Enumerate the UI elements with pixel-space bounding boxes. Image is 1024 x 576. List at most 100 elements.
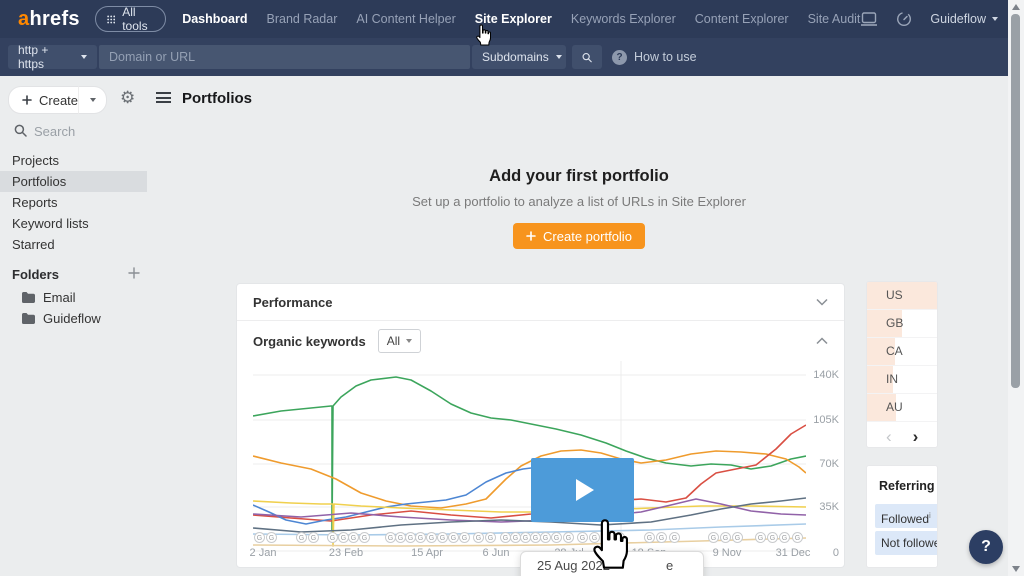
google-update-badge[interactable]: G bbox=[601, 532, 612, 543]
countries-card: US GB CA IN AU ‹ › bbox=[866, 281, 938, 448]
google-update-badge[interactable]: G bbox=[577, 532, 588, 543]
google-update-badge[interactable]: G bbox=[437, 532, 448, 543]
nav-item-dashboard[interactable]: Dashboard bbox=[182, 12, 248, 26]
country-row-us[interactable]: US bbox=[867, 282, 937, 310]
protocol-dropdown[interactable]: http + https bbox=[8, 43, 97, 71]
menu-icon[interactable] bbox=[156, 92, 171, 103]
keywords-filter-dropdown[interactable]: All bbox=[377, 329, 422, 353]
google-update-badge[interactable]: G bbox=[779, 532, 790, 543]
scroll-down-arrow[interactable] bbox=[1012, 566, 1020, 572]
google-update-badge[interactable]: G bbox=[720, 532, 731, 543]
scrollbar-thumb[interactable] bbox=[1011, 14, 1020, 388]
y-tick-label: 105K bbox=[813, 414, 839, 426]
sidebar-item-projects[interactable]: Projects bbox=[12, 153, 59, 168]
country-code: AU bbox=[886, 400, 903, 414]
nav-item-keywords-explorer[interactable]: Keywords Explorer bbox=[570, 12, 676, 26]
ahrefs-logo[interactable]: ahrefs bbox=[18, 8, 80, 31]
folder-label: Email bbox=[43, 290, 76, 305]
nav-item-ai-content-helper[interactable]: AI Content Helper bbox=[356, 12, 456, 26]
chevron-down-icon bbox=[81, 55, 87, 59]
country-bar bbox=[867, 366, 893, 393]
google-update-badge[interactable]: G bbox=[732, 532, 743, 543]
sidebar-search-input[interactable] bbox=[32, 118, 166, 144]
domain-input[interactable] bbox=[99, 45, 470, 69]
page-title: Portfolios bbox=[182, 90, 252, 107]
nav-items: Dashboard Brand Radar AI Content Helper Sit… bbox=[182, 12, 860, 26]
google-update-badge[interactable]: G bbox=[327, 532, 338, 543]
chevron-down-icon[interactable] bbox=[816, 298, 828, 306]
google-update-badge[interactable]: G bbox=[669, 532, 680, 543]
google-update-badge[interactable]: G bbox=[308, 532, 319, 543]
google-update-badge[interactable]: G bbox=[614, 532, 625, 543]
google-update-badge[interactable]: G bbox=[656, 532, 667, 543]
organic-keywords-chart[interactable] bbox=[253, 361, 806, 553]
create-dropdown-button[interactable] bbox=[78, 86, 107, 114]
folder-item-email[interactable]: Email bbox=[0, 287, 200, 308]
add-folder-icon[interactable] bbox=[128, 267, 140, 279]
all-tools-button[interactable]: All tools bbox=[94, 5, 167, 33]
grid-icon bbox=[107, 15, 115, 23]
countries-pager: ‹ › bbox=[867, 422, 937, 447]
google-update-badge[interactable]: G bbox=[540, 532, 551, 543]
google-update-badge[interactable]: G bbox=[589, 532, 600, 543]
create-portfolio-button[interactable]: Create portfolio bbox=[513, 223, 645, 249]
referring-row-followed[interactable]: Followedi bbox=[875, 504, 937, 528]
tooltip-fragment: e bbox=[666, 558, 674, 573]
google-update-badge[interactable]: G bbox=[415, 532, 426, 543]
google-update-badge[interactable]: G bbox=[708, 532, 719, 543]
gear-icon[interactable]: ⚙ bbox=[120, 88, 136, 107]
google-update-badge[interactable]: G bbox=[644, 532, 655, 543]
country-row-gb[interactable]: GB bbox=[867, 310, 937, 338]
chevron-up-icon[interactable] bbox=[816, 337, 828, 345]
account-menu[interactable]: Guideflow bbox=[930, 12, 998, 26]
google-update-badge[interactable]: G bbox=[767, 532, 778, 543]
empty-state: Add your first portfolio Set up a portfo… bbox=[212, 167, 946, 249]
series-orange bbox=[253, 449, 806, 509]
search-icon bbox=[582, 52, 592, 62]
google-update-badge[interactable]: G bbox=[296, 532, 307, 543]
nav-item-site-explorer[interactable]: Site Explorer bbox=[474, 12, 552, 26]
performance-header[interactable]: Performance bbox=[237, 284, 844, 321]
google-update-badge[interactable]: G bbox=[448, 532, 459, 543]
create-label: Create bbox=[39, 92, 79, 108]
prev-page-arrow[interactable]: ‹ bbox=[886, 427, 892, 446]
google-update-badge[interactable]: G bbox=[563, 532, 574, 543]
google-update-badge[interactable]: G bbox=[254, 532, 265, 543]
help-button[interactable]: ? bbox=[969, 530, 1003, 564]
laptop-icon[interactable] bbox=[860, 11, 878, 27]
country-row-in[interactable]: IN bbox=[867, 366, 937, 394]
how-to-use-link[interactable]: ? How to use bbox=[612, 45, 697, 69]
play-video-button[interactable] bbox=[531, 458, 634, 522]
country-row-ca[interactable]: CA bbox=[867, 338, 937, 366]
sidebar-item-portfolios[interactable]: Portfolios bbox=[0, 171, 147, 192]
sidebar-item-keyword-lists[interactable]: Keyword lists bbox=[12, 216, 89, 231]
sidebar-item-reports[interactable]: Reports bbox=[12, 195, 58, 210]
y-tick-label: 0 bbox=[832, 547, 839, 559]
sidebar-item-starred[interactable]: Starred bbox=[12, 237, 55, 252]
google-update-badge[interactable]: G bbox=[426, 532, 437, 543]
subdomains-dropdown[interactable]: Subdomains bbox=[472, 45, 566, 69]
nav-item-content-explorer[interactable]: Content Explorer bbox=[694, 12, 789, 26]
nav-item-brand-radar[interactable]: Brand Radar bbox=[266, 12, 338, 26]
google-update-badge[interactable]: G bbox=[359, 532, 370, 543]
referring-row-not-followe[interactable]: Not followe bbox=[875, 531, 937, 555]
search-submit-button[interactable] bbox=[572, 45, 602, 69]
next-page-arrow[interactable]: › bbox=[912, 427, 919, 446]
country-code: GB bbox=[886, 316, 904, 330]
x-tick-label: 9 Nov bbox=[712, 547, 742, 559]
google-update-badge[interactable]: G bbox=[551, 532, 562, 543]
google-update-badge[interactable]: G bbox=[485, 532, 496, 543]
page-scrollbar bbox=[1008, 0, 1024, 576]
google-update-badge[interactable]: G bbox=[755, 532, 766, 543]
folder-item-guideflow[interactable]: Guideflow bbox=[0, 308, 200, 329]
google-update-badge[interactable]: G bbox=[792, 532, 803, 543]
scroll-up-arrow[interactable] bbox=[1012, 4, 1020, 10]
google-update-badge[interactable]: G bbox=[459, 532, 470, 543]
country-row-au[interactable]: AU bbox=[867, 394, 937, 422]
google-update-badge[interactable]: G bbox=[473, 532, 484, 543]
how-to-use-label: How to use bbox=[634, 50, 697, 64]
gauge-icon[interactable] bbox=[896, 11, 912, 27]
google-update-badge[interactable]: G bbox=[348, 532, 359, 543]
nav-item-site-audit[interactable]: Site Audit bbox=[807, 12, 861, 26]
google-update-badge[interactable]: G bbox=[266, 532, 277, 543]
